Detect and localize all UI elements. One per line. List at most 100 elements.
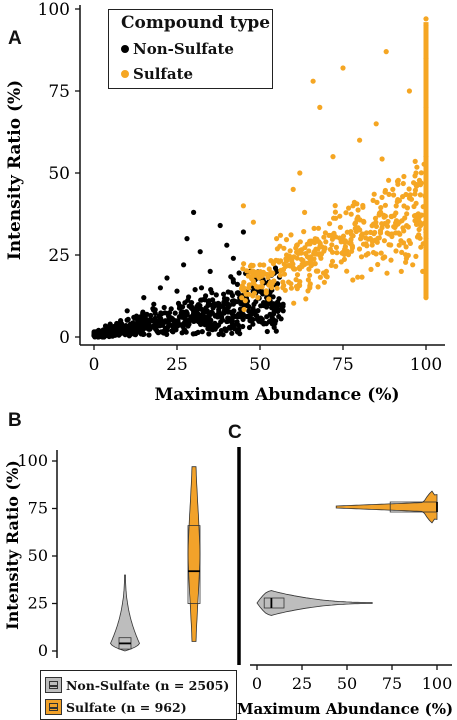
sulfate-point (259, 284, 265, 290)
sulfate-point (263, 288, 269, 294)
non-sulfate-point (141, 331, 147, 337)
sulfate-point (370, 249, 377, 256)
non-sulfate-point (197, 313, 203, 319)
non-sulfate-point (224, 318, 230, 325)
sulfate-point (412, 158, 418, 164)
non-sulfate-point (138, 319, 144, 325)
sulfate-point (341, 251, 347, 257)
sulfate-point (404, 223, 410, 229)
sulfate-point (277, 243, 283, 249)
sulfate-point (281, 245, 287, 251)
non-sulfate-point (151, 301, 157, 307)
sulfate-point (250, 262, 256, 269)
sulfate-point (317, 243, 323, 249)
sulfate-point (321, 234, 327, 240)
non-sulfate-point (228, 309, 234, 315)
sulfate-point (297, 170, 303, 176)
y-axis-title: Intensity Ratio (%) (5, 80, 25, 260)
sulfate-point (294, 242, 300, 248)
sulfate-point (400, 194, 406, 200)
sulfate-point (413, 221, 420, 227)
sulfate-point (291, 300, 297, 306)
sulfate-point (316, 239, 322, 245)
non-sulfate-point (218, 328, 224, 334)
sulfate-point (379, 156, 385, 162)
non-sulfate-point (270, 316, 276, 322)
sulfate-point (307, 272, 313, 278)
non-sulfate-point (180, 323, 186, 329)
non-sulfate-point (191, 314, 197, 320)
non-sulfate-point (161, 304, 167, 311)
sulfate-point (372, 229, 378, 236)
sulfate-point (417, 192, 423, 198)
sulfate-point (244, 268, 250, 274)
sulfate-point (381, 238, 387, 244)
non-sulfate-point (207, 268, 213, 274)
sulfate-point (315, 284, 321, 290)
non-sulfate-point (197, 317, 203, 323)
non-sulfate-point (225, 289, 231, 295)
non-sulfate-point (168, 306, 174, 312)
non-sulfate-point (247, 313, 253, 319)
x-tick-label: 100 (410, 355, 442, 375)
non-sulfate-point (220, 303, 226, 309)
sulfate-point (330, 154, 336, 160)
sulfate-point (350, 277, 356, 283)
non-sulfate-point (274, 281, 281, 287)
legend-item-non-sulfate: Non-Sulfate (121, 40, 234, 58)
non-sulfate-point (230, 255, 236, 261)
non-sulfate-point (124, 308, 130, 314)
sulfate-point (357, 217, 363, 223)
non-sulfate-point (166, 323, 172, 329)
sulfate-point (369, 238, 375, 245)
sulfate-point (377, 228, 384, 234)
sulfate-point (289, 256, 295, 262)
sulfate-point (261, 262, 267, 268)
sulfate-point (342, 244, 348, 250)
sulfate-point (376, 210, 383, 216)
non-sulfate-point (229, 330, 235, 336)
sulfate-point (281, 271, 288, 277)
non-sulfate-point (274, 306, 281, 312)
sulfate-point (322, 246, 328, 252)
sulfate-point (250, 219, 256, 225)
sulfate-point (266, 296, 272, 302)
scatter-panel: 0 25 50 75 100 0 25 50 75 100 Maximum Abundance … (5, 0, 445, 405)
sulfate-point (406, 238, 412, 244)
sulfate-point (288, 285, 294, 291)
sulfate-point (283, 237, 290, 243)
non-sulfate-point (224, 242, 230, 248)
sulfate-point (315, 268, 321, 274)
y-tick-label: 0 (38, 641, 48, 660)
non-sulfate-point (174, 288, 180, 294)
legend-dot-icon (121, 70, 129, 78)
legend-label: Non-Sulfate (n = 2505) (66, 677, 230, 693)
sulfate-point (396, 242, 402, 248)
sulfate-point (293, 283, 300, 290)
sulfate-point (255, 295, 261, 301)
y-tick-label: 50 (28, 546, 48, 565)
sulfate-point (277, 232, 284, 238)
x-tick-label: 50 (337, 674, 357, 693)
sulfate-point (418, 180, 424, 186)
sulfate-point (404, 211, 410, 217)
non-sulfate-point (116, 330, 122, 337)
non-sulfate-point (198, 285, 205, 291)
sulfate-point (401, 240, 407, 246)
sulfate-point (393, 203, 399, 209)
non-sulfate-point (195, 302, 201, 308)
sulfate-point (290, 186, 296, 192)
sulfate-point (257, 262, 263, 268)
non-sulfate-point (240, 229, 246, 235)
non-sulfate-point (269, 305, 275, 311)
non-sulfate-point (259, 316, 265, 323)
sulfate-point (295, 250, 301, 257)
legend-a: Compound type Non-Sulfate Sulfate (108, 9, 273, 89)
non-sulfate-point (229, 292, 236, 299)
sulfate-point (327, 246, 333, 252)
legend-item-sulfate: Sulfate (121, 65, 193, 83)
non-sulfate-point (251, 301, 257, 307)
legend-b: Non-Sulfate (n = 2505) Sulfate (n = 962) (40, 670, 237, 720)
sulfate-point (274, 285, 280, 291)
